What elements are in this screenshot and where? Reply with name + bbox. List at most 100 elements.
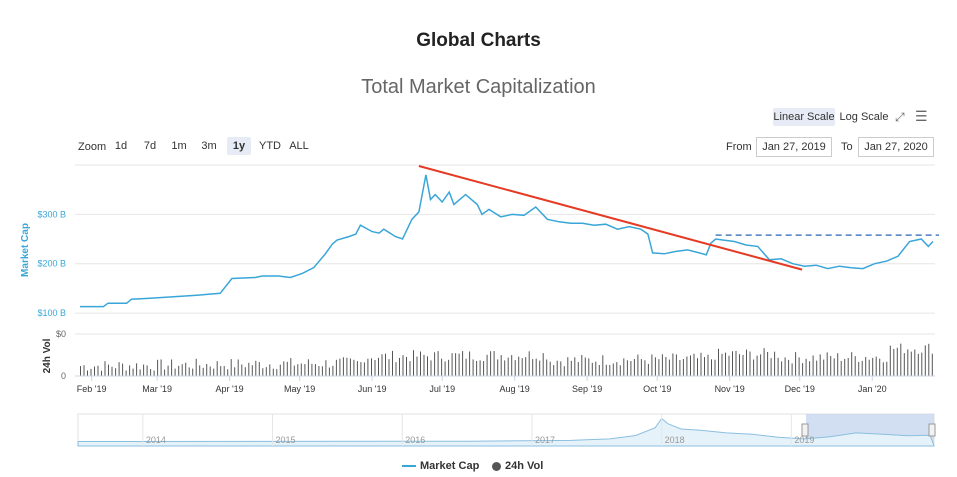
navigator-left-handle[interactable] (801, 423, 809, 437)
volume-bar (181, 364, 183, 376)
volume-bar (479, 360, 481, 376)
volume-bar (437, 351, 439, 376)
volume-bar (560, 361, 562, 376)
navigator-right-handle[interactable] (928, 423, 936, 437)
volume-bar (300, 363, 302, 376)
volume-bar (886, 361, 888, 376)
volume-bar (784, 357, 786, 376)
navigator-year-label: 2014 (146, 435, 166, 445)
volume-bar (349, 358, 351, 376)
volume-bar (413, 350, 414, 376)
volume-bar (851, 352, 853, 376)
volume-bar (658, 359, 660, 376)
volume-bar (619, 365, 621, 376)
volume-bar (654, 357, 656, 376)
zoom-1m-button[interactable]: 1m (171, 140, 187, 152)
volume-bar (686, 356, 688, 376)
volume-bar (234, 367, 236, 376)
volume-bar (409, 361, 411, 376)
zoom-3m-button[interactable]: 3m (201, 140, 217, 152)
volume-bar (332, 365, 334, 376)
volume-bar (739, 354, 740, 376)
volume-bar (679, 360, 681, 376)
volume-bar (101, 370, 102, 376)
volume-bar (87, 370, 88, 376)
volume-bar (465, 358, 467, 376)
volume-bar (809, 361, 811, 376)
volume-bar (262, 368, 264, 376)
hamburger-menu-icon[interactable]: ☰ (915, 108, 928, 124)
to-date-input[interactable]: Jan 27, 2020 (858, 137, 934, 157)
log-scale-button[interactable]: Log Scale (839, 111, 889, 123)
volume-bar (672, 353, 674, 376)
navigator-year-labels: 2014 2015 2016 2017 2018 2019 (142, 414, 814, 446)
volume-bar (707, 354, 709, 376)
volume-bar (872, 357, 874, 376)
volume-bar (83, 365, 85, 376)
trend-line-annotation (418, 165, 803, 271)
zoom-ytd-button[interactable]: YTD (259, 140, 281, 152)
volume-bar (777, 357, 779, 376)
from-date-input[interactable]: Jan 27, 2019 (756, 137, 832, 157)
volume-bar (213, 368, 215, 376)
x-tick-label: Oct '19 (643, 384, 671, 394)
volume-bar (563, 366, 565, 376)
volume-bar (462, 351, 464, 376)
volume-bar (770, 358, 772, 376)
legend-market-cap[interactable]: Market Cap (402, 459, 479, 473)
x-axis-ticks: Feb '19 Mar '19 Apr '19 May '19 Jun '19 Jul '… (77, 376, 887, 394)
volume-bar (90, 368, 92, 376)
volume-bar (269, 364, 271, 376)
volume-bar (756, 355, 758, 376)
volume-bar (251, 365, 253, 376)
volume-bar (363, 362, 365, 376)
zoom-1d-button[interactable]: 1d (114, 140, 128, 152)
navigator-year-label: 2019 (794, 435, 814, 445)
navigator-series-line (77, 417, 935, 447)
volume-bar (125, 370, 127, 376)
linear-scale-button[interactable]: Linear Scale (773, 108, 835, 126)
volume-bar (581, 355, 583, 376)
volume-bar (833, 358, 835, 376)
volume-bar (830, 356, 832, 376)
volume-bar (132, 368, 134, 376)
volume-bar (746, 349, 747, 376)
zoom-7d-button[interactable]: 7d (143, 140, 157, 152)
legend-24h-vol[interactable]: 24h Vol (492, 459, 543, 473)
volume-bar (535, 358, 537, 376)
volume-bar (640, 359, 642, 376)
volume-bar (153, 370, 155, 376)
volume-bar (192, 368, 194, 376)
volume-bar (136, 363, 138, 376)
volume-bar (304, 364, 306, 376)
volume-bar (518, 356, 520, 376)
volume-bar (763, 348, 765, 376)
volume-bar (598, 365, 600, 376)
volume-bar (199, 365, 201, 376)
volume-bar (823, 359, 825, 376)
volume-bar (742, 354, 744, 376)
volume-bar (542, 353, 544, 376)
volume-bar (493, 351, 495, 376)
volume-bar (392, 350, 393, 376)
volume-bar (718, 348, 719, 376)
zoom-all-button[interactable]: ALL (289, 140, 309, 152)
volume-bar (651, 354, 653, 376)
y-tick-label: $300 B (37, 209, 66, 219)
volume-bar (286, 361, 288, 376)
volume-bar (893, 349, 895, 376)
volume-top-tick: $0 (56, 329, 66, 339)
volume-bar (472, 359, 474, 376)
volume-bar (682, 359, 684, 376)
volume-bar (293, 365, 295, 376)
volume-bar (630, 361, 632, 376)
volume-bar (307, 359, 309, 376)
volume-bar (781, 361, 783, 376)
zoom-1y-button[interactable]: 1y (227, 137, 251, 155)
volume-bar (675, 354, 677, 376)
volume-bar (910, 351, 912, 376)
expand-icon[interactable]: ⤢ (895, 110, 905, 124)
volume-bar (693, 353, 695, 376)
volume-bar (760, 354, 762, 376)
